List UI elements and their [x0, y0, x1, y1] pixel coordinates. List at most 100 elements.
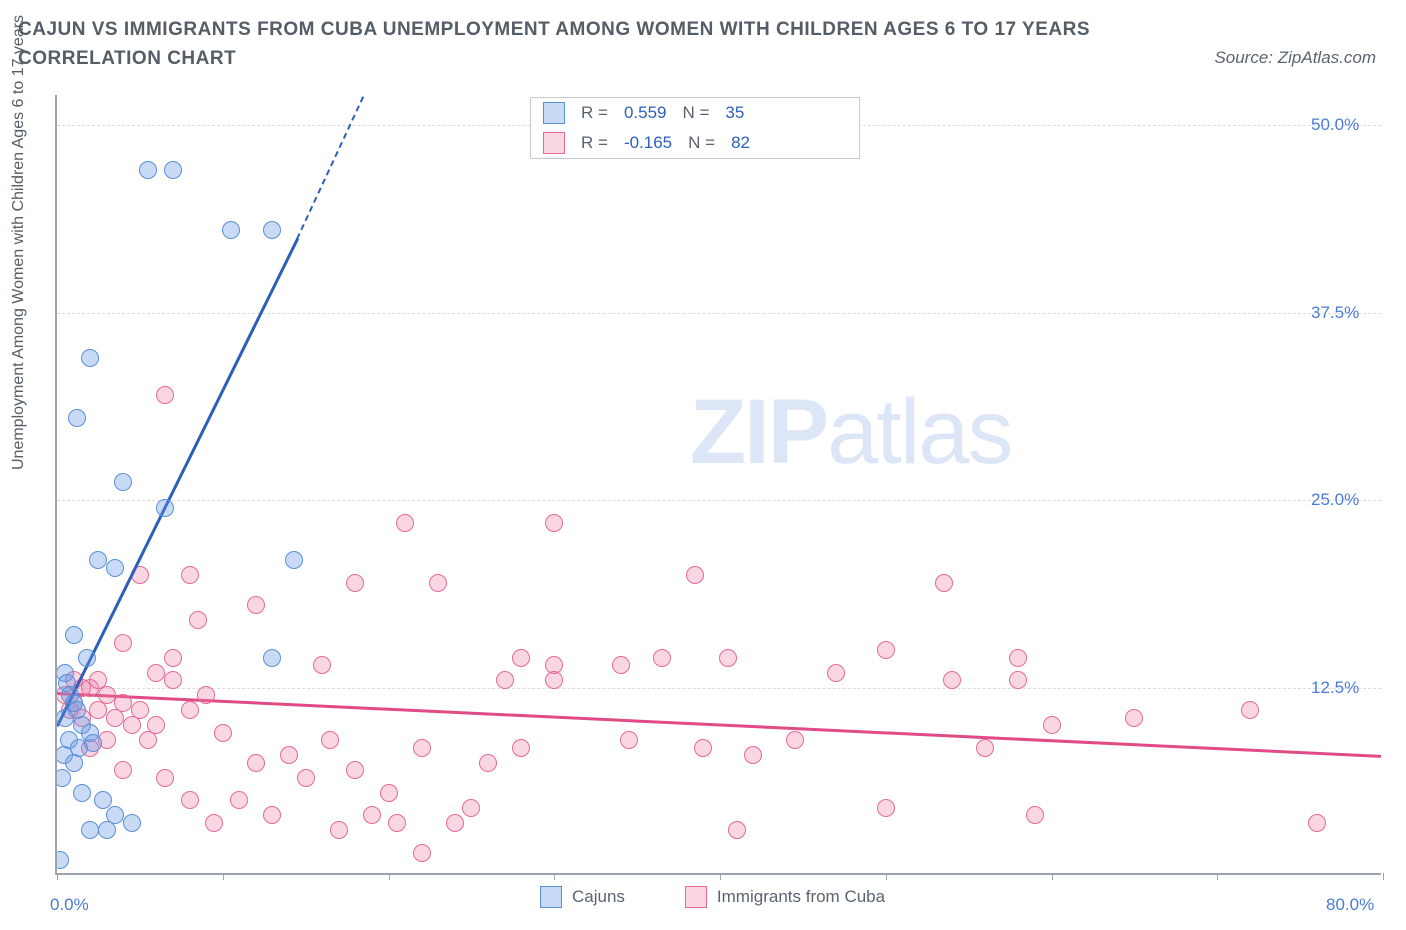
x-tick [554, 873, 555, 880]
legend-label-cajuns: Cajuns [572, 887, 625, 907]
correlation-stats-box: R = 0.559 N = 35 R = -0.165 N = 82 [530, 97, 860, 159]
scatter-point [181, 701, 199, 719]
chart-title: CAJUN VS IMMIGRANTS FROM CUBA UNEMPLOYME… [18, 16, 1178, 73]
scatter-point [313, 656, 331, 674]
x-tick-label: 80.0% [1326, 895, 1374, 915]
x-tick [389, 873, 390, 880]
scatter-point [89, 671, 107, 689]
trend-line [57, 692, 1381, 757]
y-tick-label: 37.5% [1311, 303, 1359, 323]
y-tick-label: 25.0% [1311, 490, 1359, 510]
scatter-point [346, 761, 364, 779]
scatter-point [222, 221, 240, 239]
stats-label: R = [581, 103, 608, 123]
grid-line [57, 500, 1381, 501]
scatter-point [81, 349, 99, 367]
scatter-point [164, 649, 182, 667]
scatter-point [545, 514, 563, 532]
x-tick [1383, 873, 1384, 880]
legend-swatch-cajuns [540, 886, 562, 908]
scatter-point [744, 746, 762, 764]
y-tick-label: 12.5% [1311, 678, 1359, 698]
stats-value: 35 [725, 103, 744, 123]
scatter-point [65, 626, 83, 644]
scatter-point [139, 161, 157, 179]
scatter-point [1125, 709, 1143, 727]
scatter-point [164, 161, 182, 179]
scatter-point [280, 746, 298, 764]
scatter-point [694, 739, 712, 757]
cuba-swatch [543, 132, 565, 154]
scatter-point [728, 821, 746, 839]
scatter-point [719, 649, 737, 667]
source-attribution: Source: ZipAtlas.com [1214, 48, 1376, 68]
scatter-point [429, 574, 447, 592]
scatter-point [156, 499, 174, 517]
stats-value: 82 [731, 133, 750, 153]
scatter-point [73, 784, 91, 802]
scatter-point [1009, 649, 1027, 667]
scatter-point [123, 814, 141, 832]
scatter-point [57, 851, 69, 869]
scatter-point [479, 754, 497, 772]
scatter-point [363, 806, 381, 824]
scatter-point [330, 821, 348, 839]
scatter-point [65, 754, 83, 772]
scatter-point [321, 731, 339, 749]
scatter-point [620, 731, 638, 749]
grid-line [57, 688, 1381, 689]
legend-label-cuba: Immigrants from Cuba [717, 887, 885, 907]
scatter-point [78, 649, 96, 667]
legend: Cajuns Immigrants from Cuba [540, 886, 885, 908]
scatter-point [285, 551, 303, 569]
scatter-point [935, 574, 953, 592]
scatter-point [197, 686, 215, 704]
scatter-point [123, 716, 141, 734]
scatter-point [89, 551, 107, 569]
scatter-point [98, 821, 116, 839]
scatter-point [686, 566, 704, 584]
grid-line [57, 313, 1381, 314]
scatter-point [1009, 671, 1027, 689]
stats-value: -0.165 [624, 133, 672, 153]
scatter-point [114, 473, 132, 491]
scatter-point [247, 754, 265, 772]
scatter-point [297, 769, 315, 787]
x-tick [886, 873, 887, 880]
scatter-point [512, 649, 530, 667]
scatter-point [413, 739, 431, 757]
scatter-point [976, 739, 994, 757]
scatter-point [57, 769, 71, 787]
scatter-point [1241, 701, 1259, 719]
scatter-point [230, 791, 248, 809]
scatter-point [139, 731, 157, 749]
scatter-point [653, 649, 671, 667]
scatter-point [1043, 716, 1061, 734]
scatter-point [496, 671, 514, 689]
scatter-point [396, 514, 414, 532]
scatter-point [346, 574, 364, 592]
x-tick [1217, 873, 1218, 880]
scatter-point [156, 769, 174, 787]
scatter-point [827, 664, 845, 682]
scatter-point [81, 821, 99, 839]
x-tick [1052, 873, 1053, 880]
scatter-point [164, 671, 182, 689]
trend-line [296, 96, 364, 239]
scatter-point [380, 784, 398, 802]
scatter-point [388, 814, 406, 832]
scatter-point [263, 221, 281, 239]
scatter-point [205, 814, 223, 832]
scatter-point [545, 671, 563, 689]
scatter-point [106, 559, 124, 577]
scatter-point [612, 656, 630, 674]
scatter-point [446, 814, 464, 832]
scatter-point [877, 799, 895, 817]
scatter-point [214, 724, 232, 742]
stats-value: 0.559 [624, 103, 667, 123]
scatter-point [1308, 814, 1326, 832]
scatter-point [84, 734, 102, 752]
scatter-point [147, 664, 165, 682]
scatter-point [114, 761, 132, 779]
x-tick-label: 0.0% [50, 895, 89, 915]
